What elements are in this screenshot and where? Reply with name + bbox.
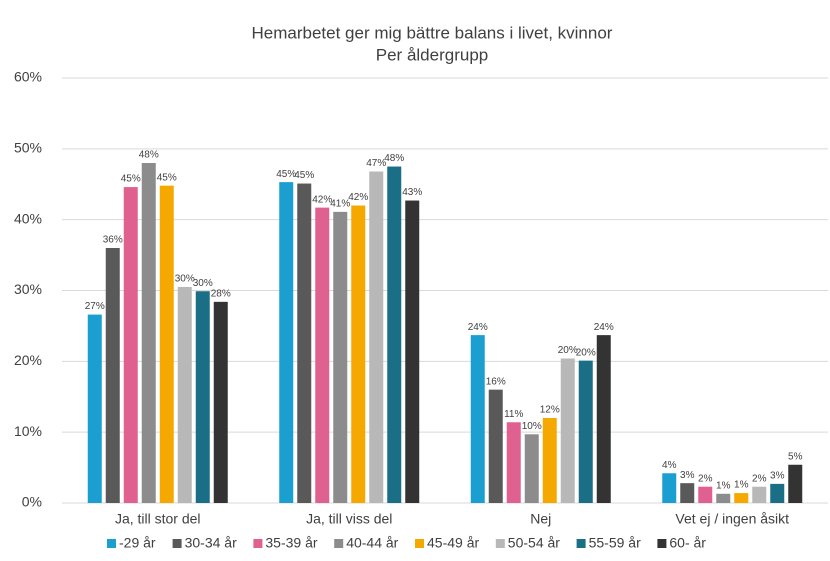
x-tick-label: Vet ej / ingen åsikt (675, 511, 789, 527)
y-tick-label: 10% (14, 423, 42, 439)
value-label: 28% (211, 288, 231, 299)
value-label: 45% (294, 170, 314, 181)
value-label: 16% (486, 376, 506, 387)
y-tick-label: 0% (22, 494, 42, 510)
legend-swatch (495, 539, 505, 548)
bar (716, 493, 731, 503)
bar (680, 483, 695, 503)
bar (297, 183, 312, 503)
bar (351, 205, 366, 503)
value-label: 47% (366, 158, 386, 169)
bar (387, 166, 402, 503)
bar (315, 207, 330, 503)
bar (524, 434, 539, 503)
value-label: 27% (85, 301, 105, 312)
value-label: 48% (384, 153, 404, 164)
value-label: 36% (103, 235, 123, 246)
value-label: 1% (734, 480, 749, 491)
legend-label: 40-44 år (346, 535, 398, 551)
legend-label: 35-39 år (265, 535, 317, 551)
legend-label: 60- år (669, 535, 706, 551)
legend-label: 55-59 år (589, 535, 641, 551)
bar (405, 200, 420, 503)
value-label: 45% (121, 174, 141, 185)
legend-swatch (334, 539, 344, 548)
bar (734, 493, 749, 503)
value-label: 12% (540, 405, 560, 416)
bar (87, 314, 102, 503)
x-tick-label: Nej (530, 511, 551, 527)
legend-swatch (253, 539, 263, 548)
value-label: 48% (139, 150, 159, 161)
bar (333, 211, 348, 503)
value-label: 4% (662, 460, 677, 471)
bar (177, 286, 192, 503)
value-label: 43% (402, 187, 422, 198)
legend-swatch (657, 539, 667, 548)
legend-swatch (107, 539, 116, 548)
bar (506, 422, 521, 503)
value-label: 3% (770, 471, 785, 482)
y-tick-label: 30% (14, 281, 42, 297)
value-label: 1% (716, 480, 731, 491)
bar (662, 473, 677, 503)
bar (105, 248, 120, 503)
chart-title: Hemarbetet ger mig bättre balans i livet… (252, 23, 613, 42)
value-label: 11% (504, 409, 523, 420)
bar (141, 163, 156, 503)
value-label: 5% (788, 451, 803, 462)
bar (752, 486, 767, 503)
bar (578, 360, 593, 503)
value-label: 30% (193, 278, 213, 289)
value-label: 2% (698, 473, 713, 484)
value-label: 41% (330, 199, 350, 210)
legend-swatch (576, 539, 586, 548)
y-tick-label: 60% (14, 69, 42, 85)
bar (470, 335, 485, 503)
bar (369, 171, 384, 503)
x-tick-label: Ja, till viss del (306, 511, 392, 527)
bar (698, 486, 713, 503)
bar (596, 335, 611, 503)
legend-label: 45-49 år (427, 535, 479, 551)
bar (279, 182, 294, 503)
bar (488, 389, 503, 503)
value-label: 42% (348, 192, 368, 203)
value-label: 24% (468, 322, 488, 333)
bar (159, 185, 174, 503)
legend-swatch (415, 539, 424, 548)
value-label: 2% (752, 473, 767, 484)
legend-label: -29 år (119, 535, 156, 551)
bar (770, 483, 785, 503)
x-tick-label: Ja, till stor del (115, 511, 201, 527)
bar (560, 358, 575, 503)
legend-label: 30-34 år (185, 535, 237, 551)
y-tick-label: 50% (14, 140, 42, 156)
value-label: 20% (558, 345, 578, 356)
value-label: 42% (312, 194, 332, 205)
value-label: 3% (680, 470, 695, 481)
y-tick-label: 40% (14, 210, 42, 226)
legend-swatch (172, 539, 182, 548)
bar (195, 291, 210, 503)
chart-subtitle: Per åldergrupp (376, 45, 488, 64)
bar (788, 464, 803, 503)
y-tick-label: 20% (14, 352, 42, 368)
value-label: 10% (522, 421, 542, 432)
bar (542, 418, 557, 503)
legend-label: 50-54 år (508, 535, 560, 551)
bar (123, 187, 138, 504)
value-label: 45% (276, 169, 296, 180)
value-label: 20% (576, 347, 596, 358)
value-label: 30% (175, 274, 195, 285)
value-label: 24% (594, 322, 614, 333)
value-label: 45% (157, 172, 177, 183)
bar (213, 301, 228, 503)
